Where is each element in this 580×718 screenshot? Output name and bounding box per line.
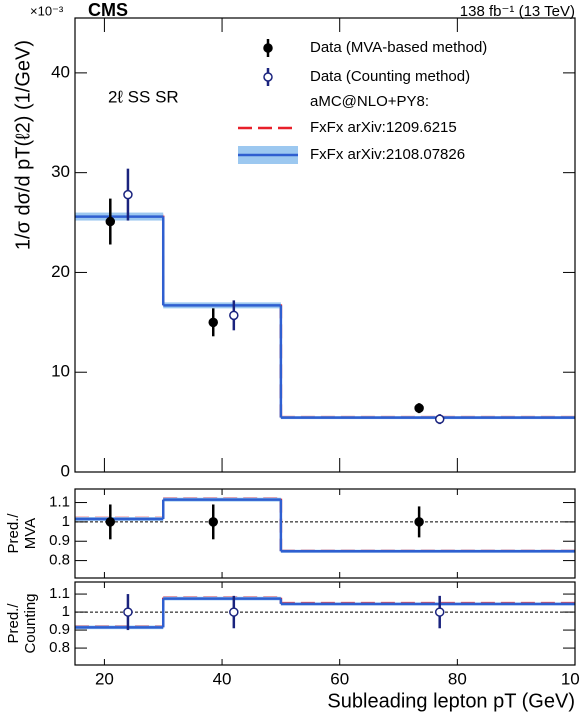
y-tick-label: 10 [51,362,70,381]
data-point [208,317,218,328]
y-tick-label: 0.8 [49,552,70,569]
x-tick-label: 20 [95,669,114,688]
y-tick-label: 20 [51,262,70,281]
legend-label: FxFx arXiv:2108.07826 [310,146,465,163]
lumi: 138 fb⁻¹ (13 TeV) [460,3,575,20]
experiment: CMS [88,0,128,20]
data-point [414,517,424,527]
y-tick-label: 0.9 [49,532,70,549]
data-point [105,216,116,227]
data-point [434,414,445,424]
y-axis-label: 1/σ dσ/d pT(ℓ2) (1/GeV) [12,40,34,250]
data-point [105,517,116,527]
frame [74,488,576,579]
x-tick-label: 40 [213,669,232,688]
y-tick-label: 0.9 [49,621,70,638]
exponent: ×10⁻³ [30,3,64,18]
y-axis-label: Pred./ [5,603,22,644]
data-point [229,310,239,321]
data-point [123,607,133,617]
x-tick-label: 100 [561,669,580,688]
legend-swatch [263,43,273,53]
legend-swatch [263,72,273,82]
y-tick-label: 40 [51,62,70,81]
x-tick-label: 80 [448,669,467,688]
legend-title: aMC@NLO+PY8: [310,93,429,110]
y-tick-label: 1 [62,603,70,620]
legend-label: Data (MVA-based method) [310,39,487,56]
data-point [123,189,133,200]
y-tick-label: 1.1 [49,494,70,511]
y-axis-label: Counting [22,593,39,653]
x-tick-label: 60 [330,669,349,688]
data-point [208,517,218,527]
y-tick-label: 1.1 [49,585,70,602]
frame [74,581,576,666]
y-tick-label: 1 [62,513,70,530]
frame [74,17,576,473]
region-label: 2ℓ SS SR [108,87,179,106]
legend-label: Data (Counting method) [310,68,470,85]
data-point [229,607,239,617]
y-tick-label: 0 [61,461,70,480]
y-tick-label: 0.8 [49,639,70,656]
y-axis-label: Pred./ [5,513,22,554]
legend-label: FxFx arXiv:1209.6215 [310,119,457,136]
x-axis-label: Subleading lepton pT (GeV) [327,690,575,712]
y-tick-label: 30 [51,162,70,181]
data-point [434,607,445,617]
y-axis-label: MVA [22,518,39,549]
data-point [414,403,424,413]
